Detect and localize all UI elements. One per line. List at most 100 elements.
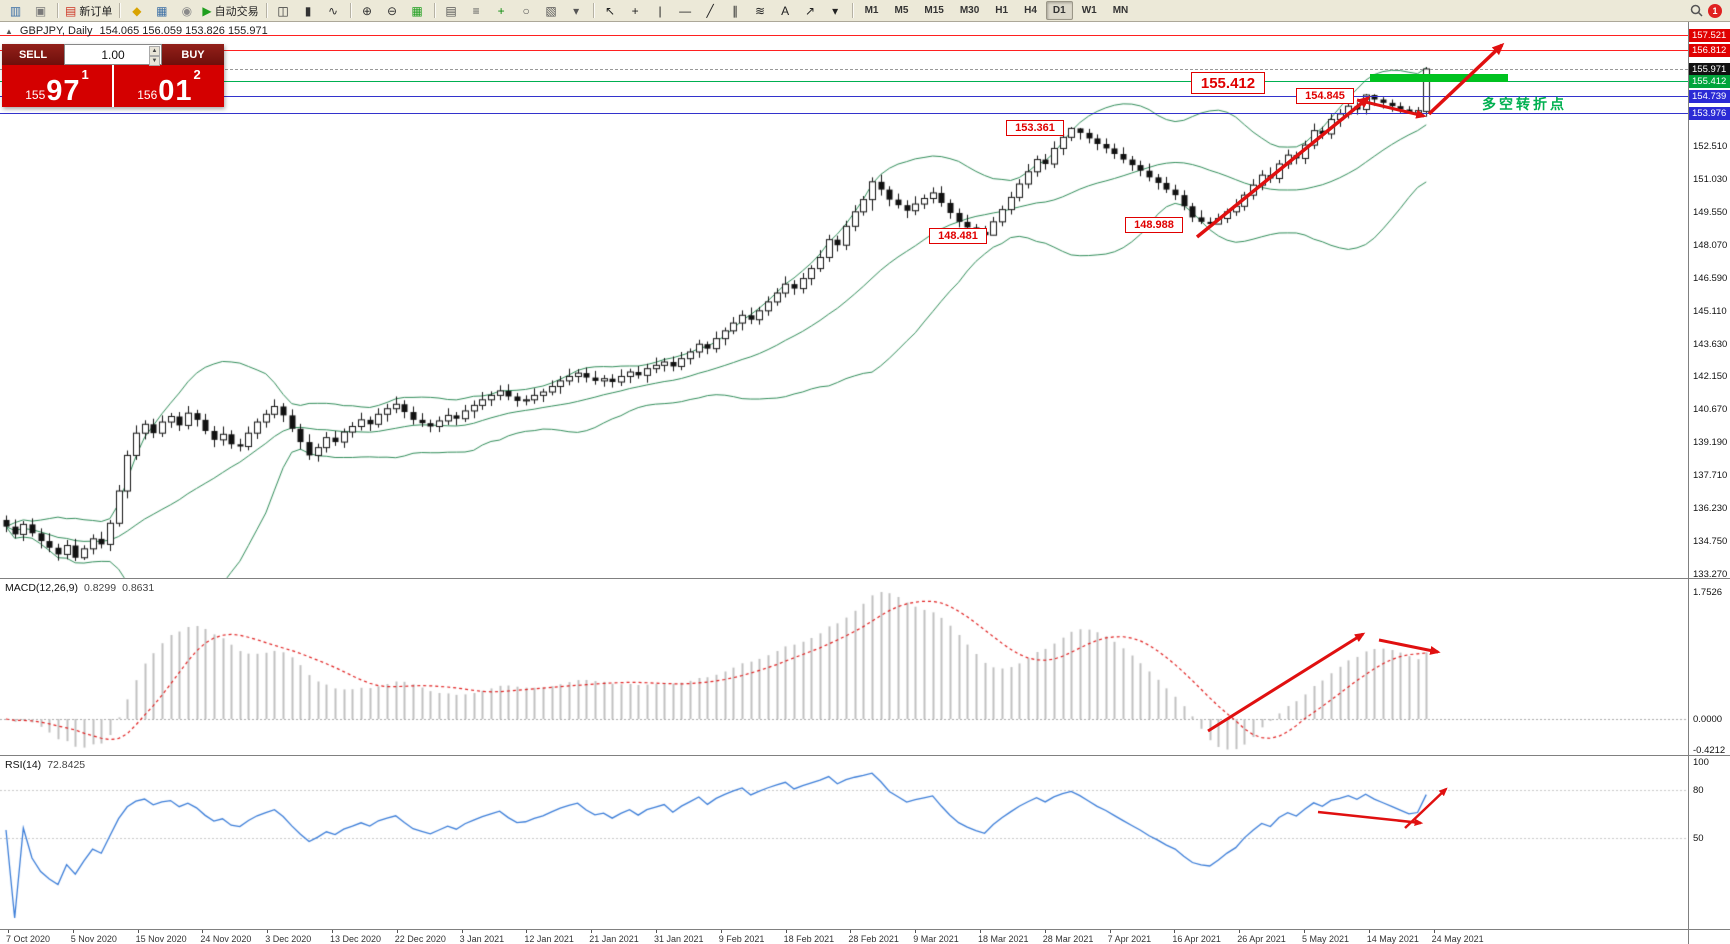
timeframe-mn[interactable]: MN bbox=[1112, 5, 1129, 16]
zoom-out-icon[interactable]: ⊖ bbox=[381, 2, 404, 20]
channel-icon[interactable]: ∥ bbox=[724, 2, 747, 20]
line-chart-icon[interactable]: ∿ bbox=[322, 2, 345, 20]
zoom-in-icon[interactable]: ⊕ bbox=[356, 2, 379, 20]
data-window-icon[interactable]: ▤ bbox=[440, 2, 463, 20]
navigator-icon[interactable]: ≡ bbox=[465, 2, 488, 20]
volume-input[interactable]: 1.00 ▲ ▼ bbox=[64, 44, 162, 66]
time-tick bbox=[1433, 930, 1435, 933]
scale-label: 152.510 bbox=[1693, 141, 1728, 152]
search-icon[interactable] bbox=[1690, 4, 1703, 17]
scale-label: 80 bbox=[1693, 785, 1704, 796]
horizontal-levels bbox=[0, 34, 1688, 115]
date-label: 28 Mar 2021 bbox=[1042, 934, 1094, 944]
text-icon[interactable]: A bbox=[774, 2, 797, 20]
timeframe-h1[interactable]: H1 bbox=[995, 5, 1009, 16]
fibonacci-icon: ≋ bbox=[755, 3, 766, 18]
level-line-155.412[interactable] bbox=[0, 81, 1688, 83]
horizontal-line-icon[interactable]: — bbox=[674, 2, 697, 20]
arrow-tool-icon[interactable]: ↗ bbox=[799, 2, 822, 20]
level-line-155.971[interactable] bbox=[0, 69, 1688, 70]
dropdown-caret-icon[interactable]: ▾ bbox=[565, 2, 588, 20]
pane-splitter-macd[interactable] bbox=[0, 578, 1730, 579]
periods-icon[interactable]: ○ bbox=[515, 2, 538, 20]
scale-label: 149.550 bbox=[1693, 206, 1728, 218]
bid-prefix: 155 bbox=[25, 88, 46, 102]
timeframe-m1[interactable]: M1 bbox=[864, 5, 879, 16]
chart-canvas[interactable] bbox=[0, 0, 1688, 930]
tile-windows-icon[interactable]: ▦ bbox=[406, 2, 429, 20]
trendline-icon[interactable]: ╱ bbox=[699, 2, 722, 20]
volume-up-icon[interactable]: ▲ bbox=[149, 46, 160, 56]
symbol-marker-icon: ▲ bbox=[5, 27, 13, 36]
toolbar-separator bbox=[57, 3, 58, 18]
price-annotation-148.988[interactable]: 148.988 bbox=[1125, 217, 1183, 233]
periods-icon: ○ bbox=[522, 3, 530, 18]
add-indicator-icon[interactable]: + bbox=[490, 2, 513, 20]
price-annotation-155.412[interactable]: 155.412 bbox=[1191, 72, 1265, 94]
resistance-zone-bar[interactable] bbox=[1370, 74, 1508, 82]
timeframe-w1[interactable]: W1 bbox=[1081, 5, 1097, 16]
bar-chart-icon[interactable]: ◫ bbox=[272, 2, 295, 20]
trendline-icon: ╱ bbox=[706, 3, 714, 18]
date-label: 7 Apr 2021 bbox=[1107, 934, 1152, 944]
one-click-trading-panel: SELL 1.00 ▲ ▼ BUY 155 97 1 156 01 2 bbox=[2, 44, 224, 107]
sell-button[interactable]: SELL bbox=[2, 44, 64, 65]
notification-badge[interactable]: 1 bbox=[1708, 3, 1722, 18]
level-line-157.521[interactable] bbox=[0, 34, 1688, 36]
bid-price[interactable]: 155 97 1 bbox=[2, 65, 114, 107]
global-settings-icon: ▦ bbox=[156, 3, 168, 18]
axis-separator bbox=[0, 929, 1730, 930]
level-line-156.812[interactable] bbox=[0, 50, 1688, 52]
history-center-icon[interactable]: ◆ bbox=[125, 2, 148, 20]
time-tick bbox=[137, 930, 139, 933]
global-settings-icon[interactable]: ▦ bbox=[150, 2, 173, 20]
rsi-label: RSI(14) 72.8425 bbox=[5, 759, 85, 771]
price-annotation-154.845[interactable]: 154.845 bbox=[1296, 88, 1354, 104]
bar-chart-icon: ◫ bbox=[277, 3, 289, 18]
timeframe-h4[interactable]: H4 bbox=[1024, 5, 1037, 16]
buy-button[interactable]: BUY bbox=[162, 44, 224, 65]
timeframe-d1[interactable]: D1 bbox=[1045, 1, 1073, 20]
crosshair-icon[interactable]: + bbox=[624, 2, 647, 20]
shapes-icon[interactable]: ▾ bbox=[824, 2, 847, 20]
scale-label: 0.0000 bbox=[1693, 714, 1723, 725]
date-label: 5 May 2021 bbox=[1302, 934, 1350, 944]
timeframe-m30[interactable]: M30 bbox=[959, 5, 980, 16]
price-annotation-153.361[interactable]: 153.361 bbox=[1006, 120, 1064, 136]
fibonacci-icon[interactable]: ≋ bbox=[749, 2, 772, 20]
volume-down-icon[interactable]: ▼ bbox=[149, 56, 160, 66]
vertical-line-icon[interactable]: | bbox=[649, 2, 672, 20]
time-tick bbox=[720, 930, 722, 933]
date-label: 7 Oct 2020 bbox=[6, 934, 51, 944]
chart-windows-icon[interactable]: ▣ bbox=[29, 2, 52, 20]
price-annotation-148.481[interactable]: 148.481 bbox=[929, 228, 987, 244]
horizontal-line-icon: — bbox=[679, 3, 692, 18]
timeframe-m5[interactable]: M5 bbox=[894, 5, 909, 16]
pane-splitter-rsi[interactable] bbox=[0, 755, 1730, 756]
date-label: 9 Feb 2021 bbox=[718, 934, 765, 944]
arrow-tool-icon: ↗ bbox=[805, 3, 816, 18]
time-tick bbox=[980, 930, 981, 933]
note-text[interactable]: 多空转折点 bbox=[1482, 96, 1567, 112]
bid-pips: 97 bbox=[46, 75, 81, 107]
date-label: 22 Dec 2020 bbox=[394, 934, 446, 944]
ask-price[interactable]: 156 01 2 bbox=[114, 65, 224, 107]
new-order-button[interactable]: ▤ 新订单 bbox=[63, 2, 114, 20]
volume-spinner[interactable]: ▲ ▼ bbox=[149, 46, 160, 66]
date-label: 24 May 2021 bbox=[1431, 934, 1484, 944]
templates-icon[interactable]: ▧ bbox=[540, 2, 563, 20]
level-line-154.739[interactable] bbox=[0, 96, 1688, 98]
metaeditor-icon[interactable]: ◉ bbox=[175, 2, 198, 20]
toolbar: ▥ ▣ ▤ 新订单 ◆ ▦ ◉ ▶ 自动交易 ◫ ▮ ∿ ⊕ ⊖ ▦ ▤ ≡ + ○ ▧ ▾ ↖ + | — ╱ ∥ ≋ A ↗ ▾ M1 M… bbox=[0, 0, 1730, 22]
candlestick-chart-icon[interactable]: ▮ bbox=[297, 2, 320, 20]
toolbar-separator bbox=[851, 3, 853, 18]
level-line-153.976[interactable] bbox=[0, 113, 1688, 115]
date-label: 9 Mar 2021 bbox=[913, 934, 959, 944]
new-chart-icon[interactable]: ▥ bbox=[4, 2, 27, 20]
cursor-icon[interactable]: ↖ bbox=[599, 2, 622, 20]
timeframe-m15[interactable]: M15 bbox=[924, 5, 944, 16]
ask-prefix: 156 bbox=[137, 88, 158, 102]
crosshair-icon: + bbox=[631, 3, 639, 18]
dropdown-caret-icon: ▾ bbox=[573, 3, 580, 18]
autotrading-button[interactable]: ▶ 自动交易 bbox=[200, 2, 260, 20]
